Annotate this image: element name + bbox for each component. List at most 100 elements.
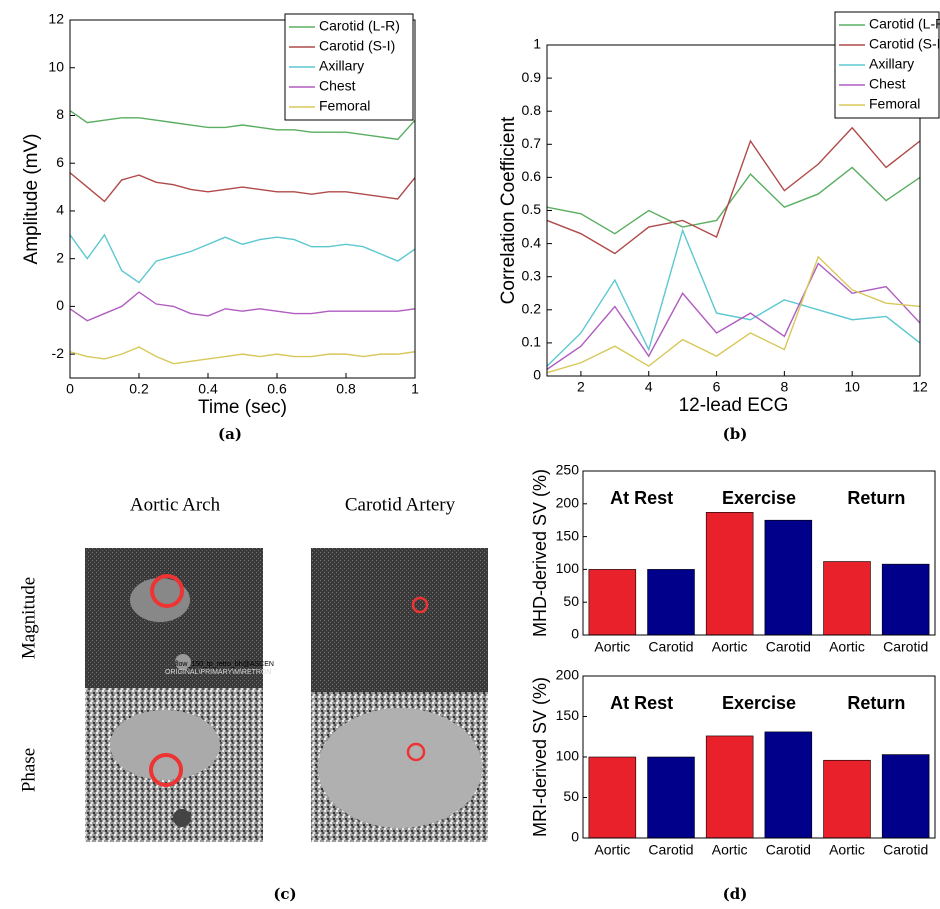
x-tick-label: 0.4 — [198, 381, 218, 397]
legend-label: Chest — [869, 76, 906, 92]
anatomy — [318, 708, 482, 828]
y-tick-label: 150 — [556, 527, 580, 543]
annotation: At Rest — [610, 693, 673, 713]
legend-label: Axillary — [319, 58, 364, 74]
annotation: At Rest — [610, 488, 673, 508]
x-tick-label: Aortic — [594, 842, 630, 858]
x-axis-label: Time (sec) — [198, 397, 287, 418]
legend-label: Carotid (S-I) — [319, 38, 395, 54]
y-tick-label: 0.6 — [522, 168, 542, 184]
caption: (a) — [218, 425, 242, 443]
x-tick-label: Aortic — [829, 842, 865, 858]
plot-frame — [546, 44, 921, 377]
series-line — [546, 126, 921, 255]
anatomy — [110, 710, 220, 780]
x-tick-label: Carotid — [648, 842, 693, 858]
roi-circle — [411, 596, 429, 614]
x-tick-label: Carotid — [883, 842, 928, 858]
bar — [588, 756, 637, 839]
x-axis-label: 12-lead ECG — [679, 395, 789, 416]
y-tick-label: 0.7 — [522, 135, 542, 151]
series-line — [69, 172, 416, 203]
x-tick-label: 2 — [577, 379, 585, 395]
y-tick-label: 1 — [533, 36, 541, 52]
row-label: Magnitude — [18, 577, 39, 659]
y-tick-label: 0 — [56, 297, 64, 313]
y-tick-label: 0 — [533, 367, 541, 383]
caption: (b) — [723, 425, 748, 443]
x-tick-label: 8 — [780, 379, 788, 395]
bar — [588, 569, 637, 636]
series-line — [69, 291, 416, 322]
legend-label: Carotid (L-R) — [319, 18, 400, 34]
bar — [823, 759, 871, 839]
x-tick-label: Aortic — [594, 639, 630, 655]
y-tick-label: 0.3 — [522, 267, 542, 283]
y-tick-label: 0.8 — [522, 102, 542, 118]
x-tick-label: 4 — [645, 379, 653, 395]
bar — [764, 731, 813, 839]
x-tick-label: Aortic — [712, 639, 748, 655]
y-tick-label: 10 — [48, 58, 64, 74]
annotation: Exercise — [722, 488, 796, 508]
y-axis-label: Amplitude (mV) — [21, 134, 42, 265]
x-tick-label: Aortic — [712, 842, 748, 858]
legend-label: Carotid (S-I — [869, 36, 940, 52]
anatomy — [130, 578, 190, 622]
caption: (d) — [723, 885, 748, 903]
panel-c: Aortic Arch Carotid Artery Magnitude Pha… — [18, 494, 488, 842]
y-tick-label: 250 — [556, 462, 580, 478]
image-text: ORIGINAL\PRIMARY\M\RETRON — [165, 669, 271, 676]
y-tick-label: 50 — [563, 788, 579, 804]
y-tick-label: -2 — [52, 345, 65, 361]
series-line — [546, 228, 921, 367]
x-tick-label: Aortic — [829, 639, 865, 655]
annotation: Return — [847, 693, 905, 713]
y-tick-label: 2 — [56, 249, 64, 265]
column-label: Aortic Arch — [130, 494, 221, 515]
y-tick-label: 200 — [556, 495, 580, 511]
y-tick-label: 8 — [56, 106, 64, 122]
x-tick-label: 0 — [66, 381, 74, 397]
bar — [823, 561, 871, 636]
y-axis-label: MHD-derived SV (%) — [530, 469, 550, 637]
y-tick-label: 100 — [556, 748, 580, 764]
y-tick-label: 0.4 — [522, 234, 542, 250]
bar — [705, 735, 754, 839]
y-tick-label: 6 — [56, 154, 64, 170]
bar — [881, 563, 930, 636]
y-tick-label: 150 — [556, 707, 580, 723]
bar — [764, 519, 813, 636]
y-tick-label: 0.1 — [522, 334, 542, 350]
roi-circle — [149, 753, 183, 787]
legend-label: Axillary — [869, 56, 914, 72]
annotation: Exercise — [722, 693, 796, 713]
series-line — [546, 166, 921, 235]
bar — [705, 512, 754, 636]
legend-label: Femoral — [319, 98, 370, 114]
series-line — [546, 255, 921, 374]
bar — [647, 569, 695, 636]
y-tick-label: 100 — [556, 560, 580, 576]
y-tick-label: 12 — [48, 11, 64, 27]
bar — [881, 754, 930, 839]
y-tick-label: 0 — [571, 626, 579, 642]
x-tick-label: 1 — [411, 381, 419, 397]
y-tick-label: 0.5 — [522, 201, 542, 217]
x-tick-label: 10 — [844, 379, 860, 395]
x-tick-label: Carotid — [766, 639, 811, 655]
plot-frame — [582, 675, 936, 839]
x-tick-label: 0.8 — [336, 381, 356, 397]
y-tick-label: 4 — [56, 202, 64, 218]
row-label: Phase — [18, 748, 39, 792]
x-tick-label: Carotid — [766, 842, 811, 858]
series-line — [69, 110, 416, 141]
y-tick-label: 0 — [571, 829, 579, 845]
column-label: Carotid Artery — [345, 494, 456, 515]
x-tick-label: 12 — [912, 379, 928, 395]
anatomy — [173, 809, 191, 827]
image-text: flow_150_tp_retro_bh@ASCEN — [175, 661, 274, 668]
y-tick-label: 200 — [556, 667, 580, 683]
legend-label: Carotid (L-R — [869, 16, 940, 32]
